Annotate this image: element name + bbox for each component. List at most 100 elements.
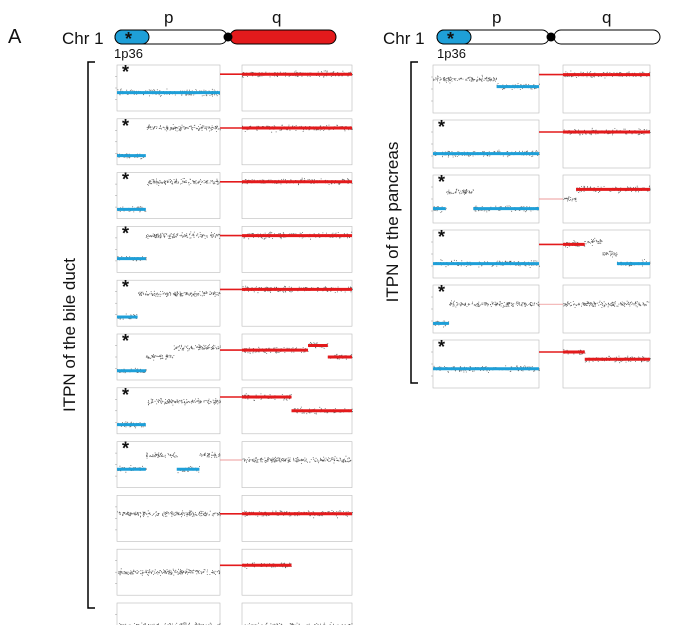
probe-scatter [563,300,650,308]
copy-number-row: * [431,227,651,279]
sample-star: * [122,62,129,82]
copy-number-row: * [431,117,651,169]
probe-scatter [146,452,178,459]
q-arm-frame [241,602,353,625]
copy-number-panels-pancreas: * * * * * [431,64,651,389]
probe-scatter [446,188,474,195]
copy-number-row: * [115,331,353,381]
q-arm-frame [241,226,353,273]
q-arm [229,29,337,45]
p-arm-frame [116,333,221,381]
q-arm-frame [241,279,353,327]
p-arm-frame [432,284,540,334]
copy-number-row: * [115,62,353,112]
probe-scatter [146,124,221,132]
band-label: 1p36 [437,46,466,61]
probe-scatter [602,250,618,258]
bracket-bile-duct [87,61,95,609]
copy-number-row [115,495,353,542]
probe-scatter [145,231,221,239]
p-arm-frame [432,119,540,169]
sample-star: * [122,170,129,190]
probe-scatter [147,398,221,406]
q-arm-label: q [602,8,611,27]
q-arm-frame [562,119,651,169]
p-arm-label: p [164,8,173,27]
copy-number-row: * [431,172,651,224]
p-arm-frame [432,174,540,224]
q-arm-frame [241,548,353,596]
sample-star: * [438,172,445,192]
p-arm-frame [432,64,540,114]
sample-star: * [122,116,129,136]
p-arm-frame [116,548,221,596]
sample-star: * [438,227,445,247]
sample-star: * [438,117,445,137]
band-star: * [125,29,132,49]
q-arm-frame [562,64,651,114]
q-arm-label: q [272,8,281,27]
probe-scatter [584,237,603,246]
sample-star: * [438,282,445,302]
q-arm-frame [241,172,353,219]
sample-star: * [122,277,129,297]
probe-scatter [117,510,221,518]
probe-scatter [173,344,221,352]
band-1p36 [436,29,472,45]
band-star: * [447,29,454,49]
sample-star: * [122,331,129,351]
p-arm-frame [116,602,221,625]
p-arm-frame [116,172,221,219]
probe-scatter [118,568,221,576]
copy-number-row [115,602,353,625]
copy-number-row: * [115,223,353,273]
p-arm-frame [116,64,221,112]
centromere [546,32,556,42]
copy-number-row [431,64,651,114]
group-label-bile-duct: ITPN of the bile duct [60,258,79,412]
probe-scatter [563,196,577,202]
p-arm-frame [432,229,540,279]
p-arm-frame [116,495,221,542]
q-arm-frame [562,284,651,334]
probe-scatter [147,178,220,186]
q-arm-frame [562,339,651,389]
probe-scatter [145,354,175,361]
band-1p36 [114,29,150,45]
copy-number-row: * [115,170,353,219]
copy-number-row: * [115,385,353,435]
band-label: 1p36 [114,46,143,61]
p-arm-frame [116,387,221,435]
panel-label: A [8,26,22,48]
probe-scatter [433,74,497,84]
p-arm-label: p [492,8,501,27]
p-arm-frame [116,441,221,488]
copy-number-row: * [115,277,353,327]
sample-star: * [122,439,129,459]
p-arm-frame [116,279,221,327]
copy-number-row [115,548,353,596]
chromosome-name: Chr 1 [383,29,425,48]
sample-star: * [438,337,445,357]
p-arm-frame [116,118,221,166]
q-arm-frame [241,64,353,112]
probe-scatter [242,455,352,464]
q-arm [553,29,661,45]
p-arm-frame [116,226,221,273]
group-label-pancreas: ITPN of the pancreas [383,142,402,303]
sample-star: * [122,223,129,243]
probe-scatter [449,300,540,308]
chromosome-ideogram-bile-duct: Chr 1 * p q 1p36 [62,8,337,61]
probe-scatter [199,451,221,458]
sample-star: * [122,385,129,405]
probe-scatter [138,290,221,297]
q-arm-frame [562,229,651,279]
chromosome-ideogram-pancreas: Chr 1 * p q 1p36 [383,8,661,61]
q-arm-frame [241,118,353,166]
copy-number-row: * [115,439,353,488]
centromere [223,32,233,42]
copy-number-panels-bile-duct: * * * * * * * * [115,62,353,625]
copy-number-row: * [431,337,651,389]
copy-number-row: * [431,282,651,334]
